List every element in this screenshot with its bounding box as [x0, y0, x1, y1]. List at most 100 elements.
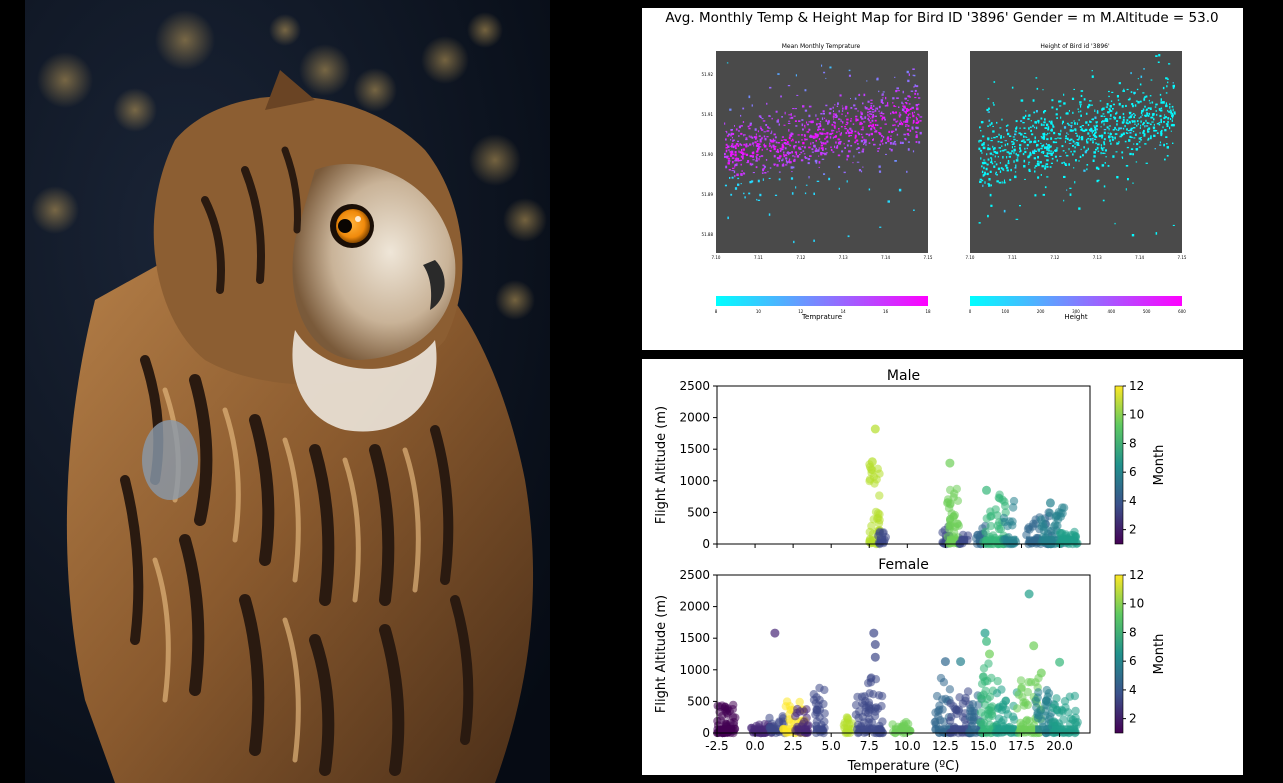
map-point	[804, 192, 807, 195]
map-point	[833, 121, 835, 123]
map-point	[1170, 118, 1172, 120]
map-point	[1153, 134, 1156, 137]
map-point	[906, 170, 908, 173]
map-point	[798, 146, 801, 148]
map-point	[912, 114, 915, 118]
scatter-point	[980, 677, 990, 686]
map-point	[1043, 110, 1045, 114]
map-point	[759, 156, 761, 158]
colorbar-tick-label: 400	[1108, 309, 1116, 314]
map-point	[1160, 118, 1162, 121]
map-point	[840, 126, 843, 128]
map-y-tick-label: 51.91	[702, 112, 714, 117]
map-point	[773, 133, 776, 136]
map-point	[913, 74, 916, 77]
map-point	[892, 124, 895, 127]
map-point	[766, 148, 768, 151]
map-point	[907, 99, 909, 101]
map-point	[1074, 146, 1076, 149]
map-point	[1072, 153, 1074, 156]
map-point	[892, 97, 895, 100]
map-point	[833, 113, 835, 116]
map-point	[1111, 138, 1114, 141]
map-point	[1166, 155, 1169, 157]
map-point	[845, 123, 848, 126]
map-point	[815, 147, 817, 150]
map-point	[1046, 147, 1048, 150]
colorbar-tick-label: 6	[1129, 465, 1137, 479]
map-point	[1013, 138, 1016, 141]
map-point	[837, 102, 839, 105]
map-point	[795, 186, 797, 189]
map-point	[1054, 155, 1057, 158]
map-point	[1094, 116, 1097, 119]
map-point	[783, 151, 785, 154]
map-point	[1122, 90, 1125, 92]
map-point	[759, 140, 762, 143]
map-point	[983, 159, 986, 161]
map-point	[1041, 145, 1044, 147]
map-point	[772, 138, 774, 141]
map-point	[1070, 122, 1073, 124]
map-point	[1026, 144, 1029, 147]
map-point	[724, 184, 727, 187]
map-point	[1131, 114, 1133, 116]
map-point	[1165, 102, 1167, 105]
map-point	[758, 115, 762, 118]
map-point	[1095, 124, 1098, 127]
map-point	[1105, 156, 1107, 158]
map-point	[760, 116, 762, 118]
map-point	[1113, 116, 1115, 118]
map-point	[1014, 146, 1016, 148]
map-point	[842, 107, 844, 110]
map-point	[1164, 116, 1167, 119]
map-point	[1085, 121, 1088, 124]
map-point	[736, 173, 739, 176]
map-point	[1103, 131, 1106, 135]
map-point	[830, 146, 832, 148]
scatter-point	[1028, 522, 1037, 531]
map-point	[744, 152, 746, 155]
map-point	[1146, 114, 1148, 116]
map-point	[1047, 132, 1049, 135]
scatter-point-band	[812, 725, 826, 733]
map-point	[1022, 122, 1025, 124]
map-point	[1055, 149, 1058, 152]
map-point	[1063, 126, 1067, 129]
map-point	[762, 120, 766, 122]
map-point	[1107, 111, 1110, 114]
map-point	[788, 129, 790, 132]
map-point	[770, 146, 772, 149]
map-point	[1052, 141, 1055, 144]
map-point	[1091, 131, 1093, 134]
map-point	[1160, 109, 1163, 112]
map-point	[1014, 131, 1017, 133]
map-point	[784, 147, 787, 150]
map-point	[894, 124, 896, 126]
map-point	[821, 158, 825, 160]
map-point	[770, 145, 772, 147]
scatter-point	[874, 691, 884, 700]
map-point	[882, 113, 884, 115]
map-point	[1047, 128, 1050, 131]
map-point	[799, 153, 801, 156]
map-point	[1100, 146, 1102, 149]
map-point	[981, 152, 983, 154]
map-point	[1045, 163, 1049, 166]
map-point	[1140, 75, 1143, 78]
map-point	[1114, 222, 1116, 225]
map-point	[1005, 125, 1008, 127]
map-point	[908, 96, 911, 98]
map-point	[1118, 102, 1121, 106]
map-point	[982, 162, 984, 165]
map-point	[737, 177, 740, 180]
map-point	[855, 119, 857, 122]
map-point	[1139, 100, 1142, 103]
map-point	[870, 132, 873, 136]
map-point	[1079, 101, 1082, 104]
map-point	[1102, 113, 1105, 115]
map-point	[1131, 129, 1133, 132]
map-point	[1164, 114, 1166, 116]
map-point	[844, 128, 847, 130]
map-point	[1023, 132, 1027, 134]
